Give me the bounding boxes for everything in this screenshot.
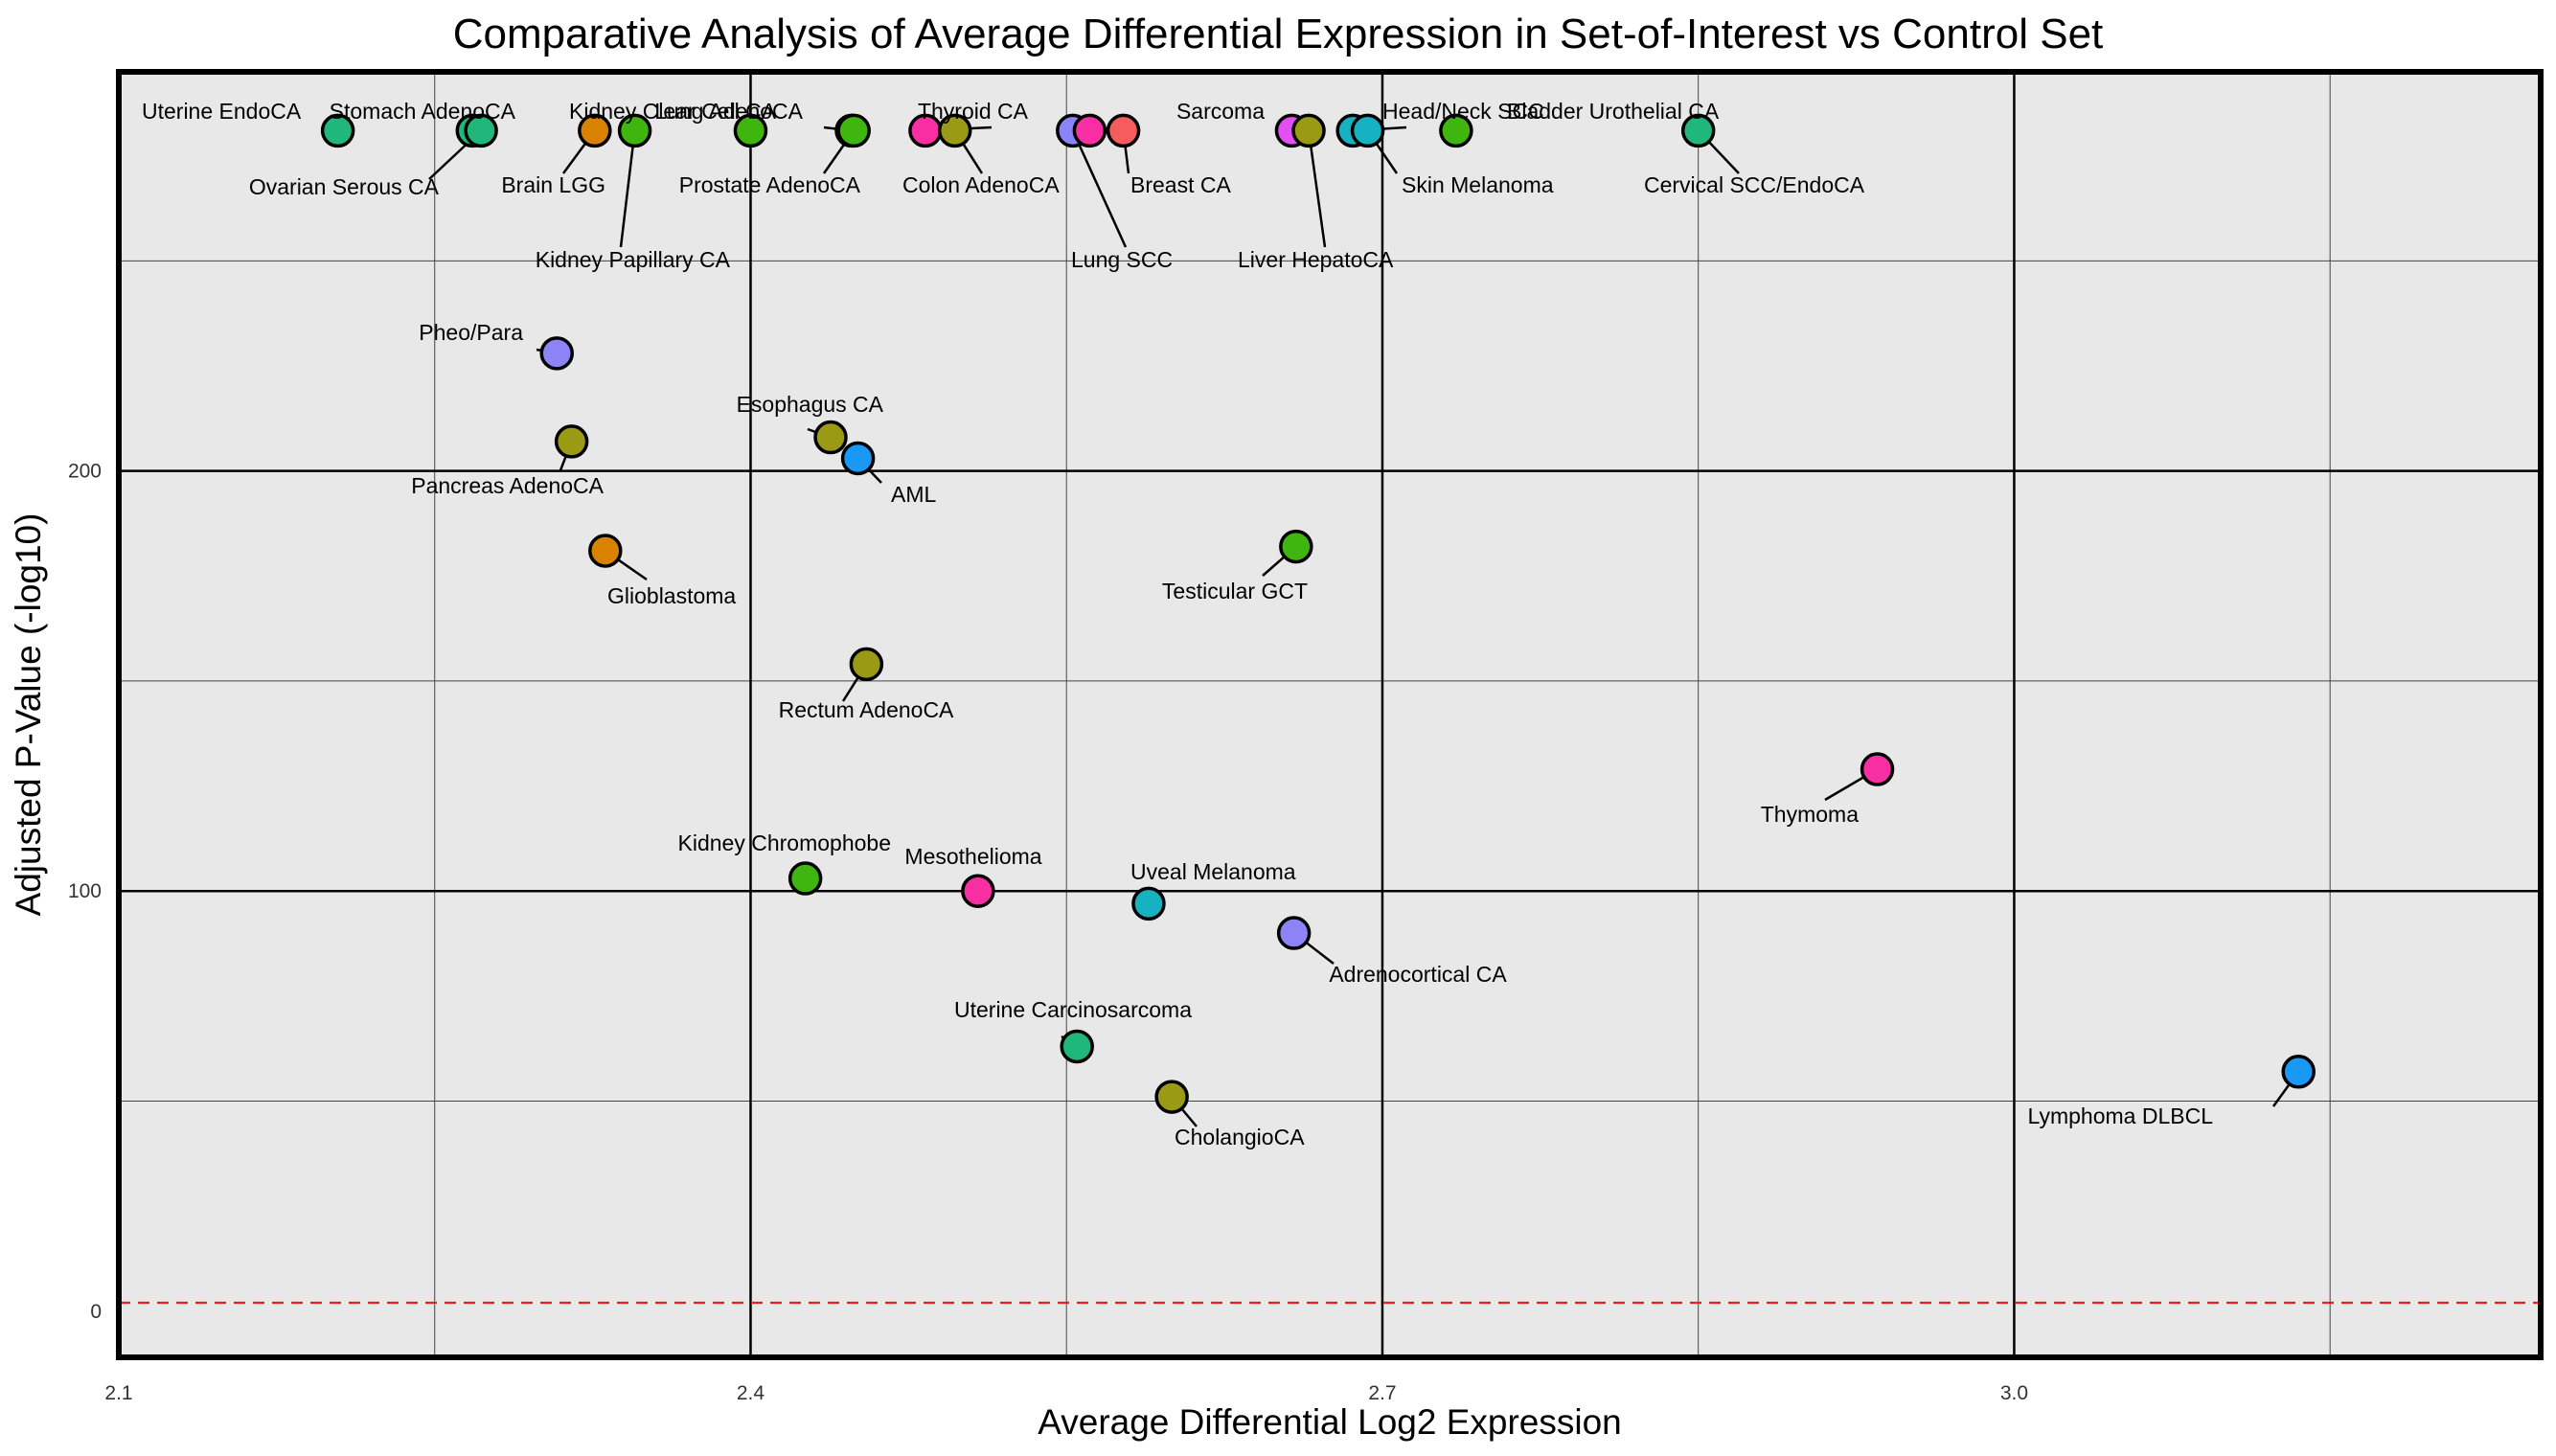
point-label: Skin Melanoma: [1402, 172, 1554, 197]
point-label: Uterine EndoCA: [142, 99, 302, 124]
point-label: Liver HepatoCA: [1238, 247, 1394, 272]
point-label: CholangioCA: [1175, 1125, 1305, 1149]
plot-frame: [116, 69, 2544, 1360]
point-labels: Uterine EndoCA Stomach AdenoCA Ovarian Ser…: [142, 99, 2213, 1149]
point-label: Stomach AdenoCA: [330, 99, 516, 124]
y-tick-label: 0: [90, 1301, 102, 1323]
point-label: Thymoma: [1761, 802, 1859, 827]
data-point: [813, 420, 848, 455]
point-label: Glioblastoma: [607, 583, 736, 608]
data-point: [554, 424, 589, 459]
point-label: Cervical SCC/EndoCA: [1644, 172, 1865, 197]
point-label: Kidney Chromophobe: [678, 830, 891, 855]
grid-lines: [119, 72, 2541, 1357]
data-point: [1439, 113, 1473, 148]
y-tick-label: 100: [68, 880, 102, 902]
point-label: Pancreas AdenoCA: [411, 473, 604, 498]
x-tick-labels: 2.1 2.4 2.7 3.0: [104, 1382, 2028, 1404]
point-label: Breast CA: [1130, 172, 1231, 197]
data-point: [1072, 113, 1107, 148]
x-tick-label: 2.4: [737, 1382, 765, 1404]
label-leader-line: [1307, 130, 1327, 248]
point-label: Prostate AdenoCA: [679, 172, 861, 197]
x-tick-label: 2.1: [104, 1382, 132, 1404]
x-axis-label: Average Differential Log2 Expression: [1038, 1402, 1622, 1442]
data-point: [1680, 113, 1716, 148]
data-point: [840, 441, 876, 476]
data-point: [1860, 752, 1895, 786]
point-label: Esophagus CA: [737, 392, 884, 417]
point-label: Colon AdenoCA: [902, 172, 1060, 197]
point-label: Kidney Clear Cell CA: [569, 99, 777, 124]
y-tick-label: 200: [68, 461, 102, 483]
point-label: Thyroid CA: [918, 99, 1029, 124]
data-points: [320, 113, 2316, 1114]
data-point: [1106, 113, 1141, 148]
point-label: Lymphoma DLBCL: [2028, 1103, 2214, 1128]
point-label: Brain LGG: [501, 172, 605, 197]
y-tick-labels: 0 100 200: [68, 461, 102, 1323]
data-point: [1060, 1029, 1094, 1064]
data-point: [539, 336, 574, 371]
point-label: Ovarian Serous CA: [249, 174, 440, 199]
data-point: [578, 113, 612, 148]
data-point: [2281, 1055, 2316, 1089]
x-tick-label: 3.0: [2000, 1382, 2028, 1404]
point-label: Lung SCC: [1071, 247, 1173, 272]
point-label: Mesothelioma: [904, 844, 1041, 869]
point-label: Pheo/Para: [419, 320, 523, 345]
data-point: [849, 647, 884, 682]
point-label: Rectum AdenoCA: [779, 697, 954, 722]
point-label: Lung AdenoCA: [654, 99, 803, 124]
data-point: [617, 113, 652, 148]
y-axis-label: Adjusted P-Value (-log10): [9, 513, 48, 917]
data-point: [787, 861, 823, 896]
data-point: [1350, 113, 1385, 148]
point-label: Adrenocortical CA: [1329, 962, 1507, 987]
point-label: Head/Neck SCC: [1382, 99, 1544, 124]
data-point: [1154, 1080, 1189, 1114]
data-point: [464, 113, 498, 148]
point-label: Uterine Carcinosarcoma: [954, 997, 1192, 1022]
data-point: [1276, 916, 1312, 950]
label-leader-line: [619, 130, 636, 248]
point-label: Testicular GCT: [1162, 579, 1308, 603]
point-label: Sarcoma: [1176, 99, 1265, 124]
data-point: [733, 113, 768, 148]
point-label: Uveal Melanoma: [1130, 859, 1296, 884]
data-point: [961, 874, 995, 908]
plot-area: [119, 72, 2541, 1357]
data-point: [1131, 886, 1166, 921]
data-point: [588, 534, 623, 568]
data-point: [320, 113, 355, 148]
point-label: AML: [891, 482, 937, 507]
label-leader-line: [1071, 129, 1128, 248]
data-point: [1279, 529, 1313, 564]
chart-title: Comparative Analysis of Average Differen…: [453, 11, 2104, 57]
data-point: [1291, 113, 1326, 148]
data-point: [836, 113, 871, 148]
data-point: [937, 113, 972, 148]
point-label: Kidney Papillary CA: [536, 247, 731, 272]
x-tick-label: 2.7: [1368, 1382, 1396, 1404]
point-label: Bladder Urothelial CA: [1507, 99, 1720, 124]
